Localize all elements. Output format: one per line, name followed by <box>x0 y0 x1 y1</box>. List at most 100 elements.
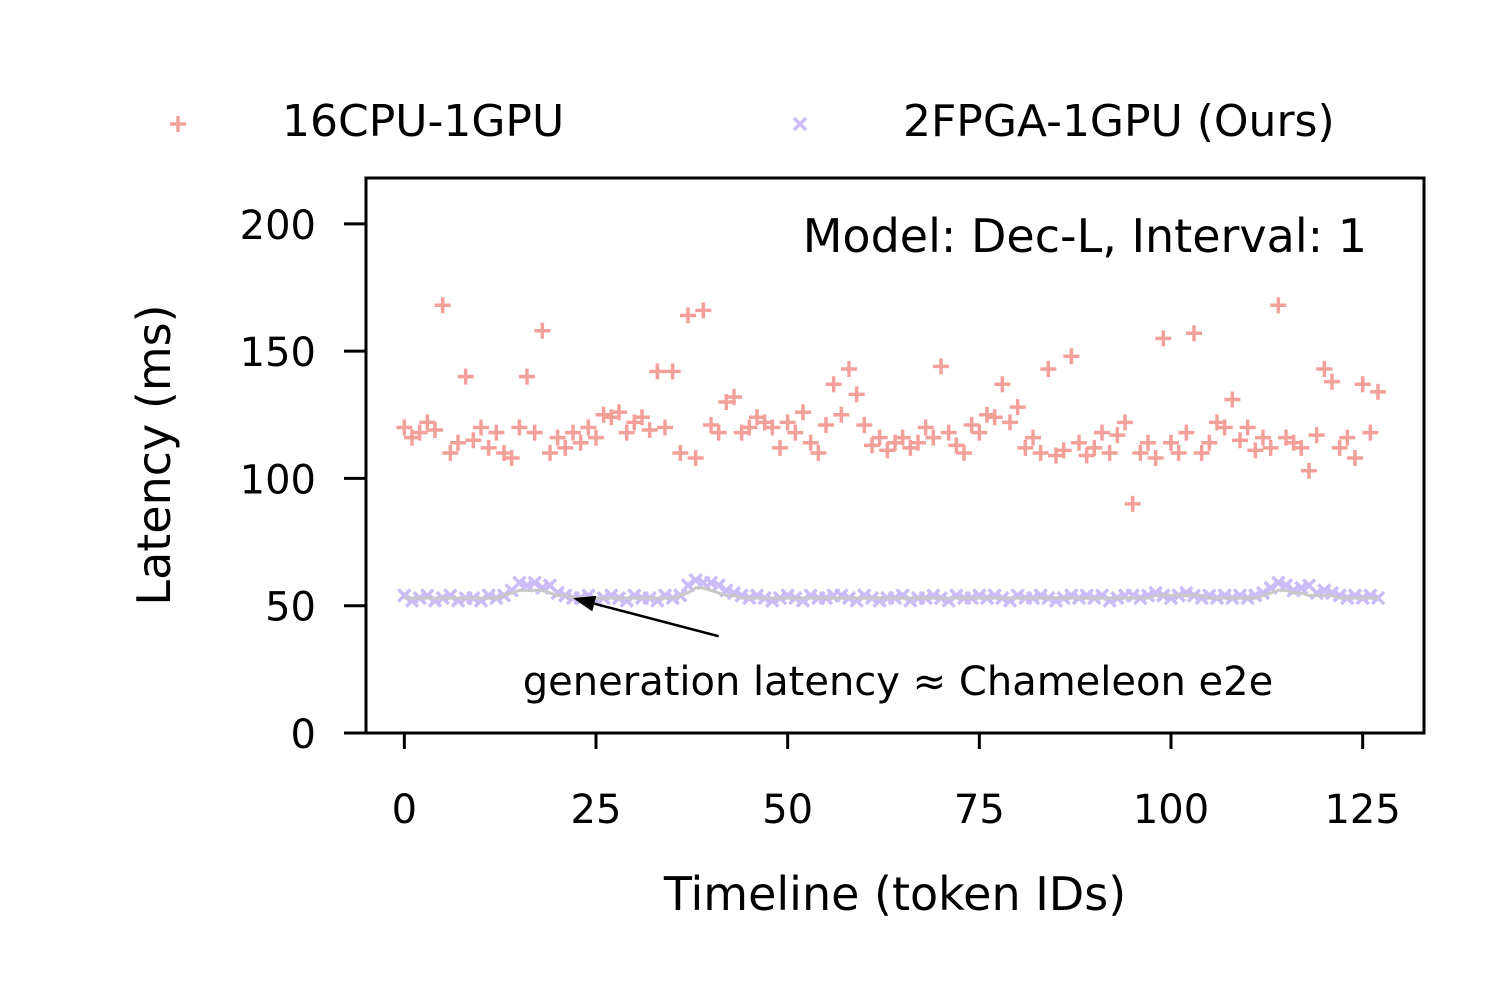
data-point <box>411 424 428 441</box>
data-point <box>1055 442 1072 459</box>
data-point <box>503 450 520 467</box>
data-point <box>917 419 934 436</box>
data-point <box>994 376 1011 393</box>
data-point <box>580 419 597 436</box>
data-point <box>1301 462 1317 479</box>
data-point <box>833 406 850 423</box>
data-point <box>1140 434 1156 451</box>
data-point <box>442 444 459 461</box>
data-point <box>825 376 842 393</box>
data-point <box>841 360 857 377</box>
data-point <box>856 416 873 433</box>
data-point <box>557 439 574 456</box>
data-point <box>802 434 819 451</box>
y-tick-label: 50 <box>265 585 316 631</box>
data-point <box>1370 383 1386 400</box>
data-point <box>1216 419 1233 436</box>
data-point <box>396 419 413 436</box>
data-point <box>956 444 972 461</box>
legend-marker-x <box>792 116 808 132</box>
data-point <box>1071 434 1087 451</box>
data-point <box>971 424 988 441</box>
data-point <box>1132 444 1149 461</box>
data-point <box>657 419 673 436</box>
data-point <box>1163 434 1179 451</box>
data-point <box>948 437 965 454</box>
annotation-note: generation latency ≈ Chameleon e2e <box>523 659 1273 705</box>
legend-label-16cpu-1gpu: 16CPU-1GPU <box>282 96 564 147</box>
data-point <box>741 419 758 436</box>
data-point <box>480 439 497 456</box>
data-point <box>1002 414 1018 431</box>
data-point <box>703 416 719 433</box>
data-point <box>588 429 604 446</box>
data-point <box>450 434 466 451</box>
data-point <box>1040 360 1057 377</box>
x-tick-label: 125 <box>1324 787 1400 833</box>
annotation-arrow <box>573 595 719 638</box>
model-annotation: Model: Dec-L, Interval: 1 <box>803 209 1367 263</box>
data-point <box>1109 427 1126 444</box>
data-point <box>1025 429 1041 446</box>
data-point <box>434 297 451 314</box>
data-point <box>1178 424 1195 441</box>
data-point <box>1124 495 1141 512</box>
data-point <box>894 429 911 446</box>
data-point <box>519 368 535 385</box>
y-tick-label: 100 <box>240 457 316 503</box>
arrow-shaft <box>593 602 719 638</box>
data-point <box>1224 391 1241 408</box>
data-point <box>1017 439 1034 456</box>
data-point <box>595 406 612 423</box>
y-tick-label: 0 <box>291 712 316 758</box>
data-point <box>687 450 704 467</box>
legend-marker-plus <box>170 116 186 132</box>
data-point <box>695 302 712 319</box>
data-point <box>1032 444 1049 461</box>
arrow-head <box>573 595 597 612</box>
data-point <box>1308 427 1325 444</box>
data-point <box>1063 348 1080 365</box>
data-point <box>1170 444 1187 461</box>
y-axis: 0 50 100 150 200 <box>240 203 366 758</box>
data-point <box>672 444 689 461</box>
data-point <box>565 424 581 441</box>
y-tick-label: 150 <box>240 330 316 376</box>
data-point <box>1324 373 1340 390</box>
data-point <box>1009 399 1026 416</box>
data-point <box>542 444 558 461</box>
x-axis: 0 25 50 75 100 125 <box>392 733 1401 833</box>
data-point <box>764 419 781 436</box>
data-point <box>1186 325 1202 342</box>
data-point <box>1270 297 1287 314</box>
data-point <box>1155 330 1172 347</box>
data-point <box>1201 434 1218 451</box>
data-point <box>1086 439 1103 456</box>
data-point <box>810 444 827 461</box>
data-point <box>1117 414 1133 431</box>
data-point <box>1101 444 1118 461</box>
data-point <box>864 437 880 454</box>
data-point <box>795 404 811 421</box>
data-point <box>779 414 796 431</box>
y-tick-label: 200 <box>240 203 316 249</box>
data-point <box>419 414 436 431</box>
data-point <box>986 409 1003 426</box>
data-point <box>1316 360 1333 377</box>
data-point <box>664 363 681 380</box>
x-axis-title: Timeline (token IDs) <box>663 867 1126 921</box>
data-point <box>1094 424 1110 441</box>
data-point <box>871 429 888 446</box>
data-point <box>1078 447 1095 464</box>
data-point <box>641 422 658 439</box>
data-point <box>511 419 528 436</box>
data-point <box>772 439 788 456</box>
legend-marker-2fpga-1gpu <box>792 116 808 132</box>
data-point <box>1262 439 1279 456</box>
data-point <box>787 424 804 441</box>
data-point <box>534 322 551 339</box>
data-point <box>726 388 742 405</box>
data-point <box>1147 450 1164 467</box>
data-point <box>457 368 474 385</box>
